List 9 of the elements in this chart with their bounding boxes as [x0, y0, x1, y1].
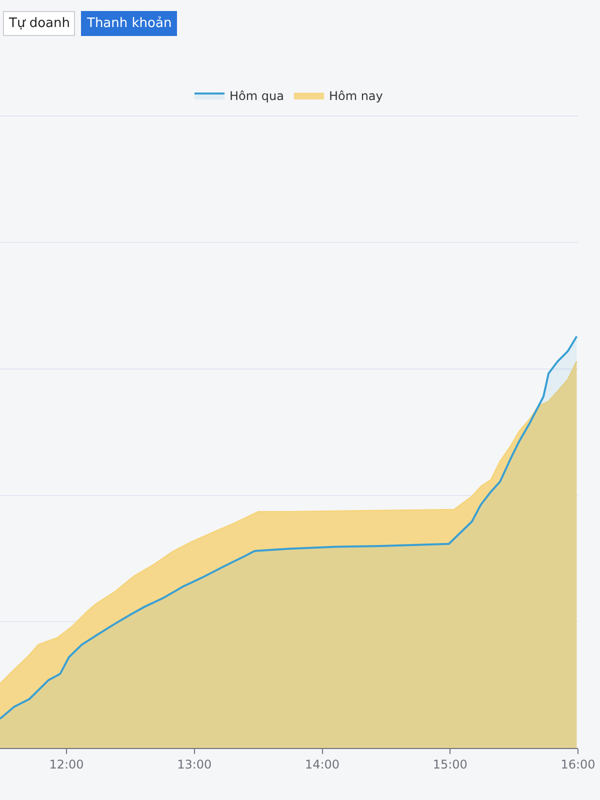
legend-label: Hôm nay [328, 89, 383, 104]
text: Thanh khoản [86, 16, 172, 31]
legend-label: Hôm qua [230, 89, 284, 104]
x-tick-label: 13:00 [177, 757, 212, 772]
text: Tự doanh [8, 16, 70, 31]
x-tick-label: 12:00 [49, 757, 84, 772]
x-tick-label: 16:00 [560, 757, 596, 772]
x-tick-label: 14:00 [304, 757, 340, 772]
x-tick-label: 15:00 [432, 757, 468, 772]
